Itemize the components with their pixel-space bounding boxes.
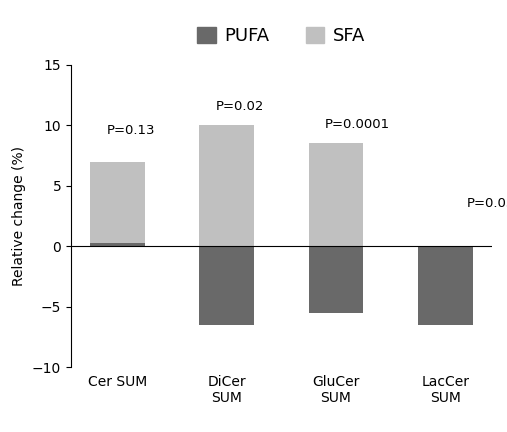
Bar — [90, 162, 145, 246]
Y-axis label: Relative change (%): Relative change (%) — [13, 146, 26, 286]
Text: P=0.0001: P=0.0001 — [325, 118, 390, 131]
Bar — [199, 246, 254, 325]
Bar — [199, 125, 254, 246]
Bar — [418, 246, 473, 258]
Bar — [90, 243, 145, 246]
Bar — [309, 143, 364, 246]
Bar — [418, 246, 473, 325]
Bar — [309, 246, 364, 313]
Text: P=0.02: P=0.02 — [216, 100, 264, 113]
Text: P=0.039: P=0.039 — [467, 197, 507, 210]
Text: P=0.13: P=0.13 — [106, 124, 155, 137]
Legend: PUFA, SFA: PUFA, SFA — [190, 19, 373, 52]
